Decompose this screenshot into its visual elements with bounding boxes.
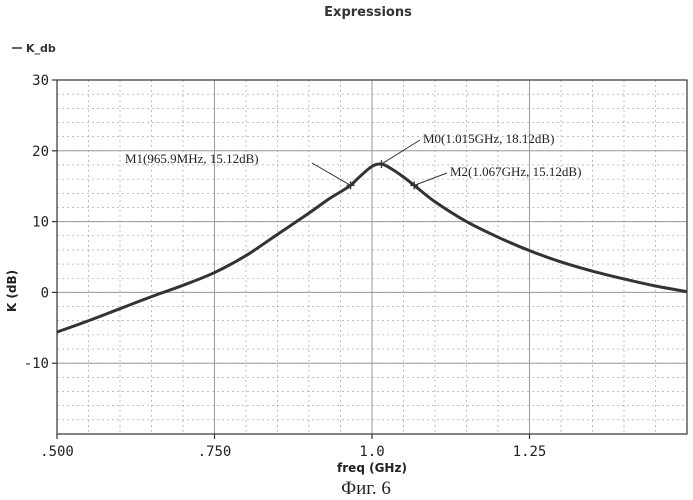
marker-leader: [381, 140, 420, 164]
y-tick-label: 0: [41, 285, 49, 301]
x-tick-label: .750: [198, 444, 232, 460]
y-axis-label: K (dB): [5, 270, 19, 312]
y-tick-label: -10: [24, 356, 49, 372]
figure-caption: Фиг. 6: [341, 478, 391, 499]
y-tick-label: 20: [32, 144, 49, 160]
x-tick-label: .500: [40, 444, 74, 460]
legend: K_db: [12, 42, 56, 55]
marker-leader: [312, 163, 351, 185]
y-tick-label: 30: [32, 73, 49, 89]
x-axis-label: freq (GHz): [337, 461, 407, 475]
y-tick-label: 10: [32, 215, 49, 231]
marker-label: M0(1.015GHz, 18.12dB): [423, 131, 554, 146]
grid: [57, 80, 687, 434]
axes: [52, 80, 687, 439]
markers: M0(1.015GHz, 18.12dB) M1(965.9MHz, 15.12d…: [125, 131, 581, 189]
marker-label: M2(1.067GHz, 15.12dB): [450, 164, 581, 179]
legend-label: K_db: [26, 42, 56, 55]
chart-title: Expressions: [324, 5, 412, 20]
x-tick-label: 1.25: [513, 444, 547, 460]
x-tick-label: 1.0: [359, 444, 384, 460]
marker-label: M1(965.9MHz, 15.12dB): [125, 151, 259, 166]
